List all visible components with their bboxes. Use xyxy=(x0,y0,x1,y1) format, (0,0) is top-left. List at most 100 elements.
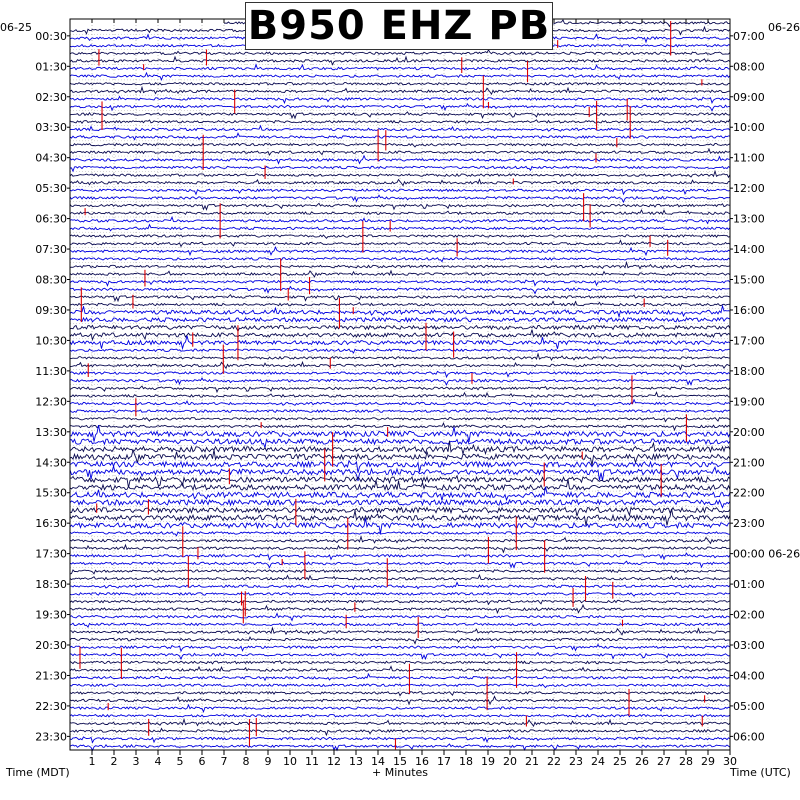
minute-tick-label: 6 xyxy=(199,755,206,768)
right-time-label: 20:00 xyxy=(733,426,765,439)
trace-row xyxy=(69,651,731,661)
trace-row xyxy=(69,316,731,323)
minute-tick-label: 15 xyxy=(393,755,407,768)
trace-row xyxy=(69,48,731,56)
left-time-label: 20:30 xyxy=(35,639,67,652)
minute-tick-label: 8 xyxy=(243,755,250,768)
left-time-label: 01:30 xyxy=(35,60,67,73)
trace-row xyxy=(69,377,731,386)
minute-tick-label: 22 xyxy=(547,755,561,768)
trace-row xyxy=(69,703,731,713)
trace-row xyxy=(69,194,731,204)
right-time-label: 16:00 xyxy=(733,304,765,317)
minute-tick-labels: 1 2 3 4 5 6 7 8 9 10 11 12 13 14 15 16 17 18 19 20 21 22 23 24 2… xyxy=(89,755,738,768)
trace-row xyxy=(69,474,731,488)
trace-row xyxy=(69,518,731,534)
trace-row xyxy=(69,691,731,697)
trace-row xyxy=(69,479,731,492)
trace-row xyxy=(69,209,731,216)
right-time-label: 14:00 xyxy=(733,243,765,256)
minute-tick-label: 23 xyxy=(569,755,583,768)
trace-row xyxy=(69,727,731,737)
right-time-labels: 07:00 08:00 09:00 10:00 11:00 12:00 13:00 14:00… xyxy=(730,30,800,743)
minute-tick-label: 5 xyxy=(177,755,184,768)
trace-row xyxy=(69,223,731,232)
trace-row xyxy=(69,85,731,96)
trace-row xyxy=(69,269,731,278)
trace-row xyxy=(69,552,731,561)
right-time-label: 18:00 xyxy=(733,365,765,378)
minute-tick-label: 25 xyxy=(613,755,627,768)
minute-tick-label: 10 xyxy=(283,755,297,768)
left-time-label: 02:30 xyxy=(35,91,67,104)
trace-row xyxy=(69,398,731,408)
left-time-label: 15:30 xyxy=(35,487,67,500)
minute-tick-label: 11 xyxy=(305,755,319,768)
trace-row xyxy=(69,300,731,307)
trace-row xyxy=(69,370,731,379)
left-time-label: 03:30 xyxy=(35,121,67,134)
right-time-label: 00:00 06-26 xyxy=(733,548,800,561)
trace-row xyxy=(69,63,731,71)
right-time-label: 11:00 xyxy=(733,152,765,165)
right-time-label: 22:00 xyxy=(733,487,765,500)
trace-row xyxy=(69,581,731,590)
station-title: B950 EHZ PB xyxy=(247,3,551,49)
trace-row xyxy=(69,385,731,394)
trace-row xyxy=(69,531,731,537)
minute-tick-label: 28 xyxy=(679,755,693,768)
right-time-label: 05:00 xyxy=(733,700,765,713)
trace-row xyxy=(69,459,731,473)
left-time-label: 13:30 xyxy=(35,426,67,439)
trace-row xyxy=(69,169,731,179)
trace-row xyxy=(69,543,731,554)
right-time-label: 23:00 xyxy=(733,517,765,530)
event-markers xyxy=(79,20,706,750)
trace-row xyxy=(69,234,731,240)
trace-row xyxy=(69,285,731,295)
trace-row xyxy=(69,626,731,636)
trace-row xyxy=(69,424,731,443)
left-time-label: 21:30 xyxy=(35,669,67,682)
trace-row xyxy=(69,260,731,270)
left-time-label: 22:30 xyxy=(35,700,67,713)
trace-row xyxy=(69,55,731,66)
trace-row xyxy=(69,508,731,526)
trace-row xyxy=(69,202,731,211)
minute-tick-label: 17 xyxy=(437,755,451,768)
left-time-label: 18:30 xyxy=(35,578,67,591)
trace-row xyxy=(69,506,731,517)
trace-row xyxy=(69,636,731,645)
trace-row xyxy=(69,187,731,196)
trace-row xyxy=(69,535,731,545)
trace-row xyxy=(69,713,731,718)
left-time-label: 09:30 xyxy=(35,304,67,317)
seismic-traces xyxy=(69,19,731,752)
trace-row xyxy=(69,612,731,622)
trace-row xyxy=(69,391,731,398)
right-time-label: 03:00 xyxy=(733,639,765,652)
trace-row xyxy=(69,622,731,629)
right-time-label: 13:00 xyxy=(733,213,765,226)
end-date-label: 06-26 xyxy=(768,21,800,34)
trace-row xyxy=(69,132,731,141)
trace-row xyxy=(69,178,731,187)
trace-row xyxy=(69,560,731,569)
left-time-label: 23:30 xyxy=(35,730,67,743)
trace-row xyxy=(69,124,731,132)
trace-row xyxy=(69,95,731,105)
trace-row xyxy=(69,304,731,319)
left-time-label: 06:30 xyxy=(35,213,67,226)
right-time-label: 21:00 xyxy=(733,456,765,469)
trace-row xyxy=(69,603,731,615)
trace-row xyxy=(69,568,731,575)
minute-tick-label: 12 xyxy=(327,755,341,768)
trace-row xyxy=(69,111,731,120)
trace-row xyxy=(69,717,731,728)
trace-row xyxy=(69,498,731,509)
bottom-axis-title: + Minutes xyxy=(372,766,429,779)
trace-row xyxy=(69,735,731,744)
trace-row xyxy=(69,103,731,112)
trace-row xyxy=(69,409,731,414)
